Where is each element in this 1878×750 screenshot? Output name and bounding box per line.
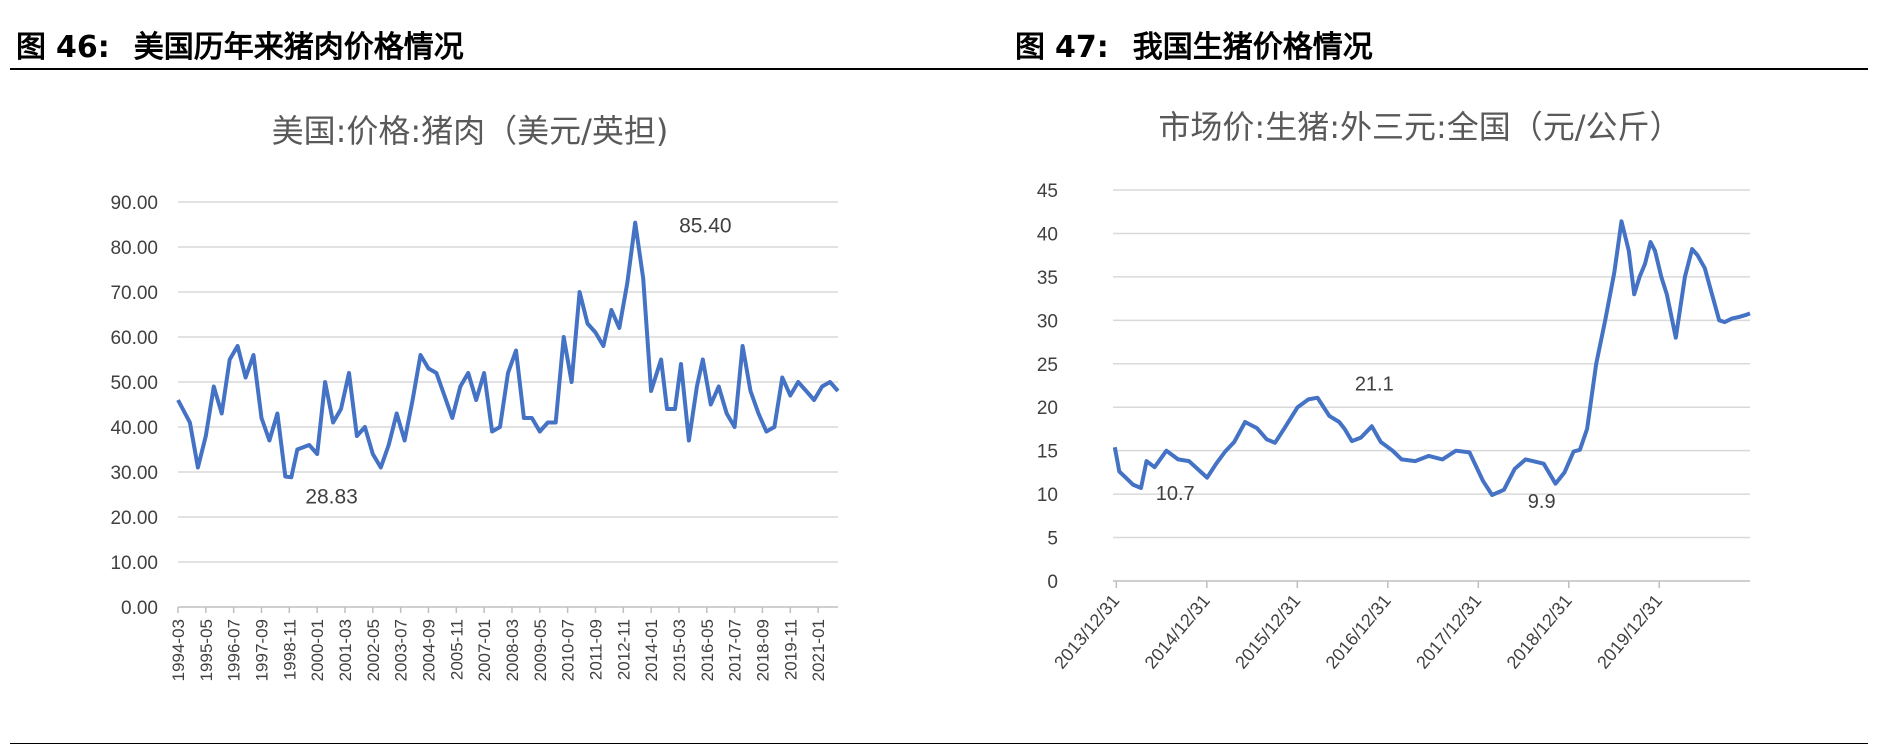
x-tick-label: 1995-05 [197, 619, 216, 681]
data-label: 85.40 [679, 215, 732, 238]
x-tick-label: 2013/12/31 [1050, 591, 1123, 673]
chart-title: 市场价:生猪:外三元:全国（元/公斤） [1158, 108, 1681, 146]
y-tick-label: 0.00 [121, 598, 158, 619]
x-tick-label: 1996-07 [225, 619, 244, 681]
x-tick-label: 2014/12/31 [1141, 591, 1214, 673]
data-labels: 85.40 28.83 [305, 215, 731, 509]
china-hog-price-chart: 市场价:生猪:外三元:全国（元/公斤） 0 5 10 15 20 25 30 35 40 45 2… [1037, 108, 1751, 673]
x-tick-label: 2015-03 [670, 619, 689, 681]
y-tick-label: 25 [1037, 355, 1058, 376]
x-tick-label: 2012-11 [614, 619, 633, 680]
chart-title: 美国:价格:猪肉（美元/英担) [272, 112, 669, 150]
figure-title: 我国生猪价格情况 [1132, 30, 1373, 65]
x-tick-label: 2019/12/31 [1593, 591, 1666, 673]
y-tick-label: 5 [1047, 529, 1058, 550]
y-tick-label: 35 [1037, 268, 1058, 289]
figure-label: 图 [1015, 30, 1045, 65]
x-tick-label: 2010-07 [559, 619, 578, 681]
y-tick-label: 70.00 [110, 283, 158, 304]
data-label: 10.7 [1156, 483, 1195, 505]
x-tick-label: 2016-05 [698, 619, 717, 681]
y-tick-label: 30.00 [110, 463, 158, 484]
x-tick-label: 2004-09 [419, 619, 438, 681]
data-label: 28.83 [305, 485, 358, 508]
x-tick-label: 2003-07 [392, 619, 411, 681]
x-tick-label: 2017-07 [726, 619, 745, 681]
y-tick-label: 60.00 [110, 328, 158, 349]
bottom-rule [10, 743, 1868, 744]
x-tick-label: 2019-11 [781, 619, 800, 680]
gridlines [178, 201, 838, 608]
x-tick-label: 2008-03 [503, 619, 522, 681]
y-tick-label: 40 [1037, 224, 1058, 245]
x-tick-label: 2018/12/31 [1503, 591, 1576, 673]
y-tick-label: 10 [1037, 485, 1058, 506]
x-tick-label: 2017/12/31 [1412, 591, 1485, 673]
figure-47-caption: 图 47: 我国生猪价格情况 [1015, 22, 1373, 66]
y-tick-label: 50.00 [110, 373, 158, 394]
series-line [176, 220, 840, 480]
x-tick-label: 2011-09 [586, 619, 605, 680]
x-tick-label: 2002-05 [364, 619, 383, 681]
figure-46-caption: 图 46: 美国历年来猪肉价格情况 [16, 22, 464, 66]
y-tick-label: 15 [1037, 442, 1058, 463]
figure-title: 美国历年来猪肉价格情况 [133, 30, 464, 65]
series-line [1112, 219, 1751, 497]
x-tick-label: 2009-05 [531, 619, 550, 681]
price-line [1112, 219, 1751, 497]
x-tick-label: 2005-11 [447, 619, 466, 680]
data-labels: 10.7 21.1 9.9 [1156, 374, 1556, 513]
x-tick-label: 1994-03 [169, 619, 188, 681]
y-tick-label: 20.00 [110, 508, 158, 529]
x-axis-ticks: 2013/12/31 2014/12/31 2015/12/31 2016/12/31… [1050, 581, 1666, 673]
y-axis-ticks: 0 5 10 15 20 25 30 35 40 45 [1037, 181, 1058, 593]
x-tick-label: 2015/12/31 [1231, 591, 1304, 673]
x-tick-label: 2014-01 [642, 619, 661, 681]
y-tick-label: 20 [1037, 398, 1058, 419]
y-tick-label: 90.00 [110, 193, 158, 214]
x-tick-label: 1997-09 [252, 619, 271, 681]
data-label: 9.9 [1528, 491, 1556, 513]
data-label: 21.1 [1355, 374, 1394, 396]
x-tick-label: 2007-01 [475, 619, 494, 681]
x-axis-ticks: 1994-03 1995-05 1996-07 1997-09 1998-11 2000-… [169, 607, 828, 681]
x-tick-label: 2018-09 [753, 619, 772, 681]
x-tick-label: 2000-01 [308, 619, 327, 681]
x-tick-label: 2016/12/31 [1322, 591, 1395, 673]
y-tick-label: 30 [1037, 311, 1058, 332]
y-tick-label: 45 [1037, 181, 1058, 202]
figure-number: 47: [1055, 30, 1109, 65]
y-tick-label: 80.00 [110, 238, 158, 259]
price-line [176, 220, 840, 480]
y-axis-ticks: 0.00 10.00 20.00 30.00 40.00 50.00 60.00 70.00 8… [110, 193, 158, 619]
figure-number: 46: [56, 30, 110, 65]
y-tick-label: 10.00 [110, 553, 158, 574]
top-rule [10, 68, 1868, 70]
us-pork-price-chart: 美国:价格:猪肉（美元/英担) 0.00 10.00 20.00 30.00 40.00… [110, 112, 840, 681]
gridlines [1113, 189, 1750, 582]
x-tick-label: 2021-01 [809, 619, 828, 681]
y-tick-label: 0 [1047, 572, 1058, 593]
x-tick-label: 1998-11 [280, 619, 299, 680]
x-tick-label: 2001-03 [336, 619, 355, 681]
figure-label: 图 [16, 30, 46, 65]
y-tick-label: 40.00 [110, 418, 158, 439]
